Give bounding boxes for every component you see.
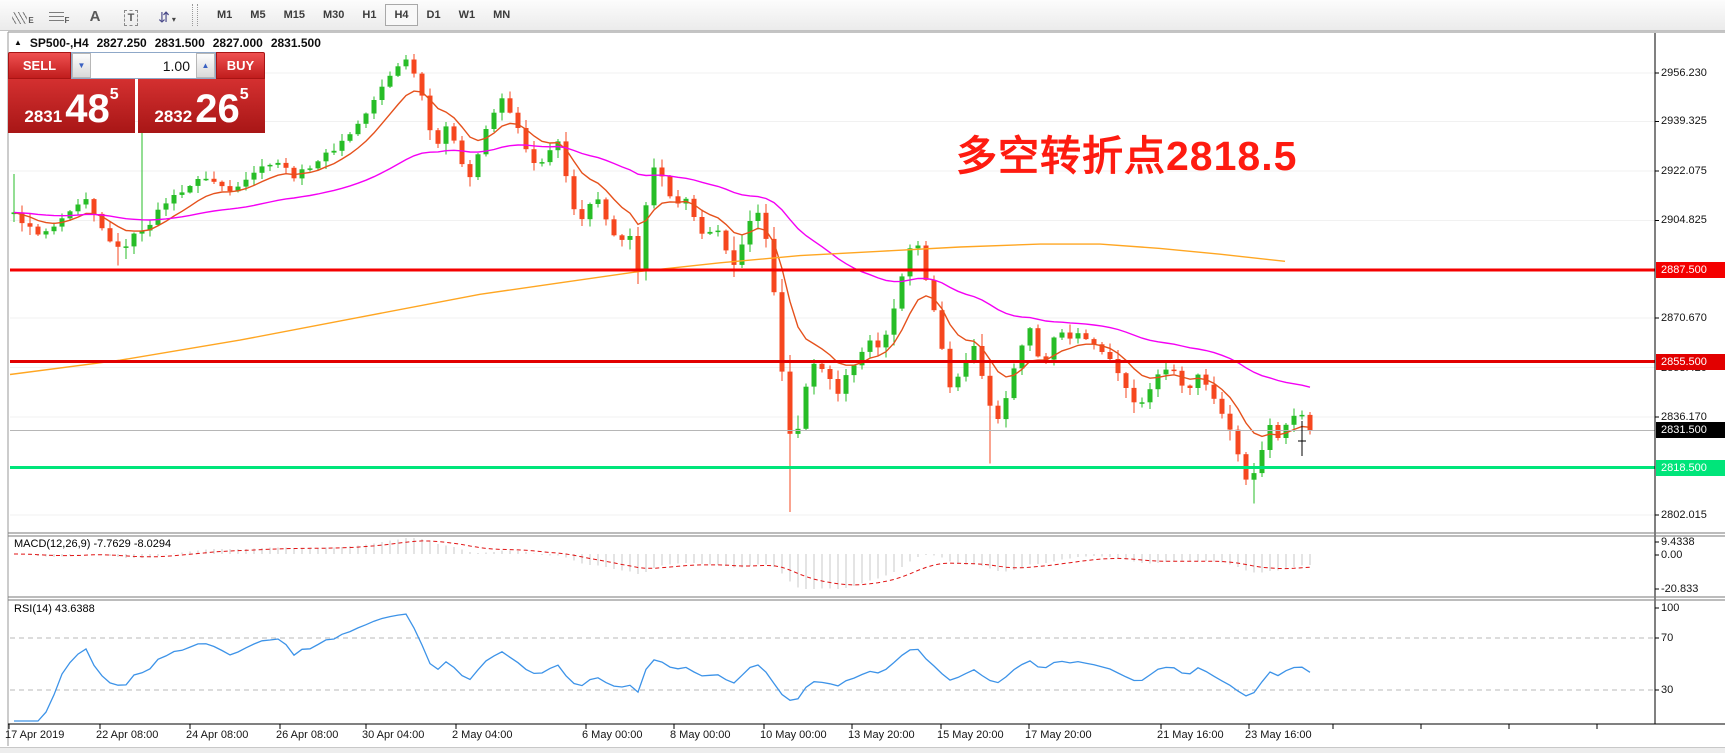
sell-price-fraction: 5: [109, 86, 119, 103]
timeframe-m15[interactable]: M15: [283, 9, 305, 21]
equidistant-channel-icon[interactable]: E: [8, 2, 38, 28]
status-bar: [0, 747, 1725, 753]
timeframe-h4[interactable]: H4: [385, 4, 418, 26]
sell-price-pips: 48: [65, 87, 110, 131]
chart-symbol-period: SP500-,H4: [29, 36, 89, 50]
buy-button[interactable]: BUY: [216, 52, 265, 79]
main-toolbar: E F A T ⇵ ▾ M1 M5 M15 M30 H1 H4 D1 W1 MN: [0, 0, 1725, 31]
rsi-indicator-label: RSI(14) 43.6388: [14, 603, 95, 615]
ohlc-close: 2831.500: [270, 36, 321, 50]
timeframe-h1[interactable]: H1: [362, 9, 377, 21]
timeframe-mn[interactable]: MN: [493, 9, 511, 21]
text-label-tool-icon[interactable]: T: [116, 2, 146, 28]
macd-indicator-label: MACD(12,26,9) -7.7629 -8.0294: [14, 538, 172, 550]
timeframe-m5[interactable]: M5: [250, 9, 266, 21]
sell-button[interactable]: SELL: [8, 52, 71, 79]
chevron-down-icon: ▼: [77, 61, 86, 70]
chevron-up-icon: ▲: [201, 61, 210, 70]
timeframe-d1[interactable]: D1: [426, 9, 441, 21]
volume-decrease-button[interactable]: ▼: [72, 53, 91, 78]
volume-increase-button[interactable]: ▲: [196, 53, 215, 78]
ohlc-high: 2831.500: [154, 36, 205, 50]
buy-price-display[interactable]: 2832 26 5: [138, 79, 265, 133]
sell-price-handle: 2831: [24, 107, 63, 126]
chevron-down-icon: ▾: [171, 15, 176, 24]
timeframe-m30[interactable]: M30: [322, 9, 345, 21]
chart-text-annotation: 多空转折点2818.5: [956, 133, 1298, 179]
timeframe-m1[interactable]: M1: [217, 9, 233, 21]
fibonacci-lines-icon[interactable]: F: [44, 2, 74, 28]
sell-price-display[interactable]: 2831 48 5: [8, 79, 135, 133]
ohlc-low: 2827.000: [212, 36, 263, 50]
timeframe-w1[interactable]: W1: [458, 9, 476, 21]
collapse-chart-icon[interactable]: ▲: [14, 38, 22, 47]
volume-spinner: ▼ ▲: [71, 52, 216, 79]
volume-input[interactable]: [91, 53, 196, 78]
tool-bar-icons: E F A T ⇵ ▾: [8, 2, 188, 28]
buy-price-fraction: 5: [239, 86, 249, 103]
ohlc-open: 2827.250: [96, 36, 147, 50]
text-tool-icon[interactable]: A: [89, 8, 101, 25]
buy-price-pips: 26: [195, 87, 240, 131]
arrow-styles-icon[interactable]: ⇵ ▾: [158, 9, 176, 25]
toolbar-separator: [192, 4, 198, 26]
timeframe-bar: M1 M5 M15 M30 H1 H4 D1 W1 MN: [208, 4, 519, 26]
chart-title: ▲ SP500-,H4 2827.250 2831.500 2827.000 2…: [14, 36, 321, 50]
buy-price-handle: 2832: [154, 107, 193, 126]
